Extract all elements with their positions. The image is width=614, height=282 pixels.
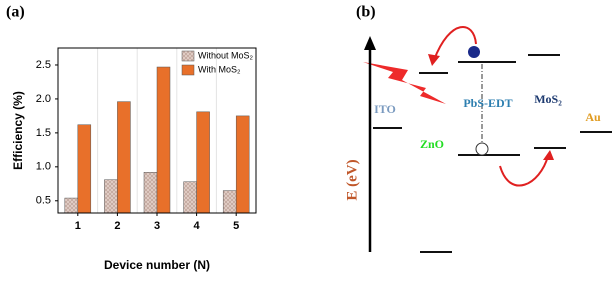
hole-arrow: [499, 155, 549, 187]
bar: [196, 111, 210, 214]
y-axis-label: Efficiency (%): [11, 91, 25, 170]
hole: [475, 142, 489, 156]
bar: [117, 101, 131, 214]
legend-swatch: [181, 50, 195, 62]
y-tick-label: 1.0: [36, 161, 51, 173]
arrow-head: [543, 150, 554, 160]
y-tick-label: 2.5: [36, 59, 51, 71]
legend-label: Without MoS₂: [198, 50, 254, 60]
legend-swatch: [181, 64, 195, 76]
x-tick-label: 4: [194, 220, 201, 232]
electron-arrow: [433, 26, 477, 61]
energy-diagram: E (eV) ITO ZnO PbS-EDT MoS₂ Au: [344, 26, 612, 253]
layer-label: Au: [585, 110, 601, 124]
panel-label: (a): [6, 4, 25, 21]
y-tick-label: 2.0: [36, 93, 51, 105]
layer-label: ITO: [374, 102, 396, 116]
light-bolt: [363, 62, 446, 104]
bar: [183, 181, 197, 214]
bar: [235, 115, 250, 214]
legend-label: With MoS₂: [198, 64, 241, 74]
layer-label: ZnO: [420, 137, 444, 151]
bar: [143, 172, 158, 214]
bar-chart: 0.5 1.0 1.5 2.0 2.5 1 2 3 4 5 Device number (N) Eff…: [11, 47, 257, 272]
layer-label: PbS-EDT: [463, 96, 512, 110]
x-tick-label: 1: [75, 220, 81, 232]
y-tick-label: 0.5: [36, 195, 51, 207]
x-tick-label: 3: [154, 220, 160, 232]
axis-label: E (eV): [344, 159, 360, 200]
y-tick-label: 1.5: [36, 127, 51, 139]
levels: [373, 54, 612, 253]
electron: [468, 46, 480, 58]
bar: [64, 197, 79, 214]
arrow-head: [428, 54, 440, 66]
layer-label: MoS₂: [534, 92, 562, 106]
bar: [77, 124, 92, 214]
arrow-head: [364, 36, 376, 50]
panel-label: (b): [356, 4, 376, 21]
x-tick-label: 2: [114, 220, 120, 232]
bar: [222, 190, 237, 214]
bar: [156, 66, 171, 214]
bar: [104, 179, 118, 214]
plot-frame: [57, 47, 257, 214]
x-axis-label: Device number (N): [104, 258, 210, 272]
x-tick-label: 5: [233, 220, 239, 232]
